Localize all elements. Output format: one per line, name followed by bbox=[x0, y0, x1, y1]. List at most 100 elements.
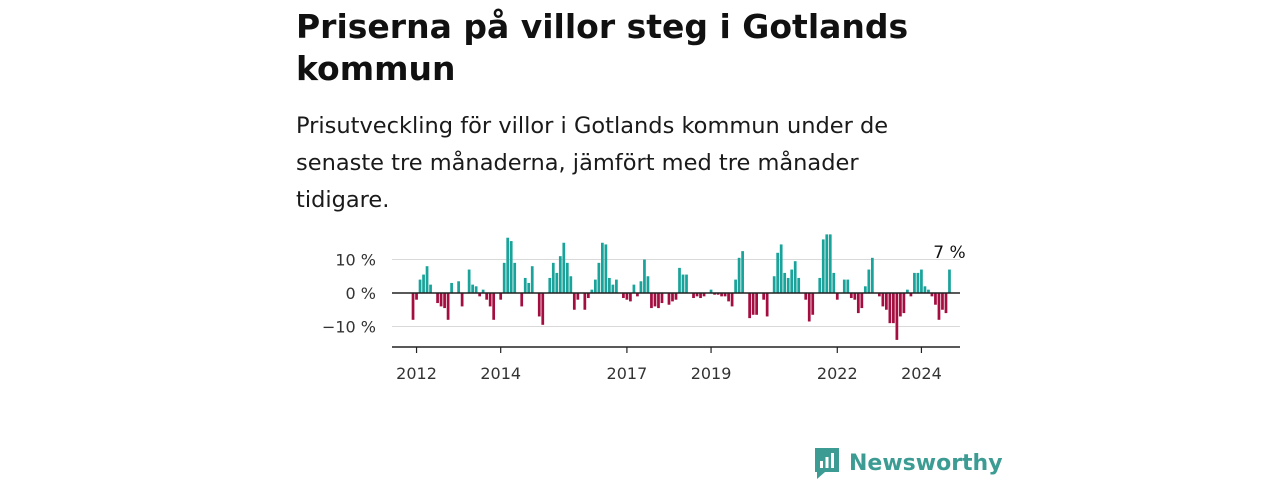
bar bbox=[657, 293, 660, 309]
bar bbox=[457, 281, 460, 293]
bar bbox=[709, 289, 713, 293]
y-tick-label: −10 % bbox=[322, 318, 376, 337]
bar bbox=[863, 286, 867, 293]
bar bbox=[877, 293, 881, 297]
bar bbox=[639, 281, 643, 293]
bar bbox=[478, 293, 482, 297]
bar bbox=[467, 269, 471, 293]
bar bbox=[849, 293, 853, 299]
bar bbox=[899, 293, 902, 317]
bar bbox=[734, 279, 737, 293]
bar bbox=[502, 262, 506, 293]
bar bbox=[716, 293, 720, 295]
bar bbox=[730, 293, 734, 307]
bar bbox=[446, 293, 450, 320]
bar bbox=[870, 257, 874, 293]
bar bbox=[660, 293, 664, 304]
bar bbox=[930, 293, 934, 297]
bar bbox=[499, 293, 503, 300]
bar bbox=[885, 293, 888, 310]
bar bbox=[622, 293, 625, 299]
x-tick-label: 2019 bbox=[691, 364, 732, 383]
bar bbox=[678, 267, 681, 294]
bar bbox=[576, 293, 580, 300]
bar bbox=[762, 293, 766, 300]
bar bbox=[783, 272, 787, 293]
bar bbox=[948, 269, 951, 293]
bar bbox=[586, 293, 590, 299]
last-value-label: 7 % bbox=[933, 243, 965, 263]
bar bbox=[558, 256, 562, 293]
bar bbox=[425, 266, 429, 293]
bar bbox=[569, 276, 573, 293]
bar bbox=[860, 293, 864, 309]
bar bbox=[797, 277, 801, 294]
bar bbox=[474, 286, 478, 293]
bar bbox=[811, 293, 815, 315]
bar bbox=[520, 293, 524, 307]
bar bbox=[541, 293, 545, 325]
bar bbox=[593, 279, 597, 293]
bar bbox=[590, 289, 594, 293]
bar bbox=[895, 293, 899, 340]
bar bbox=[671, 293, 674, 302]
bar bbox=[608, 277, 611, 294]
bar bbox=[615, 279, 618, 293]
bar bbox=[562, 242, 566, 293]
bar bbox=[916, 272, 920, 293]
bar bbox=[653, 293, 657, 307]
bar bbox=[888, 293, 892, 324]
bar bbox=[748, 293, 751, 319]
bar bbox=[572, 293, 576, 310]
bar bbox=[832, 272, 836, 293]
bar bbox=[941, 293, 944, 310]
bar bbox=[488, 293, 492, 307]
x-tick-label: 2014 bbox=[480, 364, 521, 383]
bar bbox=[597, 262, 601, 293]
bar bbox=[906, 289, 909, 293]
bar bbox=[460, 293, 464, 307]
bar bbox=[681, 274, 685, 293]
bar bbox=[674, 293, 678, 300]
bar bbox=[772, 276, 776, 293]
bar bbox=[450, 282, 453, 293]
bar bbox=[853, 293, 857, 300]
bar bbox=[548, 277, 552, 294]
bar bbox=[920, 269, 923, 293]
brand-logo: Newsworthy bbox=[813, 445, 1003, 481]
bar bbox=[439, 293, 443, 307]
bar bbox=[881, 293, 885, 307]
chart-title: Priserna på villor steg i Gotlands kommu… bbox=[296, 7, 909, 88]
bar bbox=[944, 293, 948, 314]
bar bbox=[727, 293, 730, 302]
y-tick-label: 10 % bbox=[335, 251, 376, 270]
bar bbox=[636, 293, 639, 297]
bar bbox=[565, 262, 569, 293]
bar bbox=[604, 244, 608, 294]
bar bbox=[699, 293, 702, 299]
tick-labels: 10 % 0 % −10 % 2012 2014 2017 2019 2022 2024 7 % bbox=[322, 243, 966, 383]
bar bbox=[471, 284, 474, 294]
bar bbox=[692, 293, 695, 299]
bar bbox=[923, 286, 927, 293]
bar bbox=[530, 266, 534, 293]
bar bbox=[892, 293, 895, 324]
bar bbox=[737, 257, 741, 293]
bar bbox=[695, 293, 699, 297]
bar bbox=[418, 279, 422, 293]
bar bbox=[804, 293, 808, 300]
bar bbox=[867, 269, 871, 293]
bar bbox=[506, 237, 510, 293]
x-tick-label: 2024 bbox=[901, 364, 942, 383]
bar bbox=[765, 293, 769, 317]
bar bbox=[411, 293, 415, 320]
bar bbox=[601, 242, 604, 293]
bar bbox=[807, 293, 811, 322]
bar bbox=[551, 262, 555, 293]
bar bbox=[702, 293, 706, 297]
bar bbox=[927, 289, 930, 293]
bar bbox=[632, 284, 636, 294]
bar bbox=[415, 293, 418, 300]
bar bbox=[611, 284, 615, 294]
